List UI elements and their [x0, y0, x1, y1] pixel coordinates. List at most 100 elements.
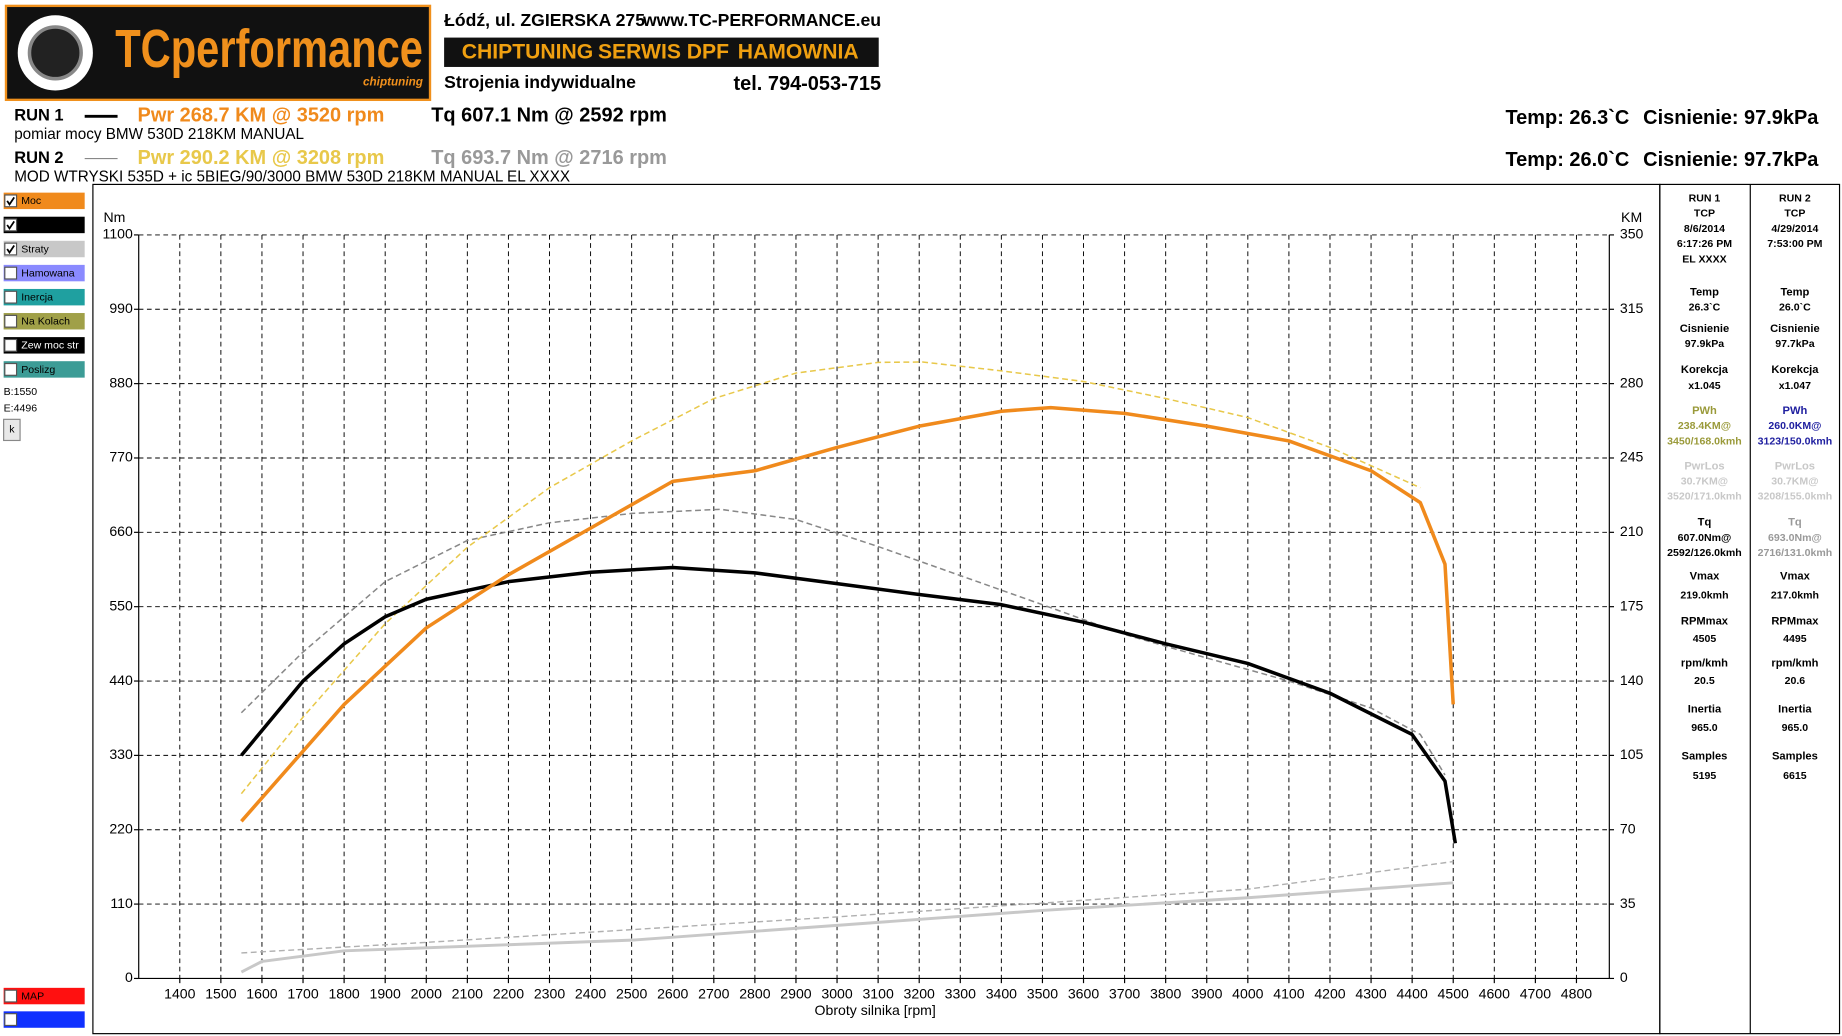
- y-tick-label: 880: [109, 374, 133, 390]
- checkbox[interactable]: [4, 218, 18, 232]
- logo-text: TCperformance: [115, 19, 423, 79]
- y2-tick-label: 210: [1620, 523, 1644, 539]
- x-tick-label: 2200: [493, 986, 524, 1002]
- y-tick-label: 660: [109, 523, 133, 539]
- check-mark: [6, 220, 15, 231]
- info-value: 3208/155.0kmh: [1758, 491, 1833, 503]
- run-desc: MOD WTRYSKI 535D + ic 5BIEG/90/3000 BMW …: [14, 168, 570, 185]
- info-value: 3450/168.0kmh: [1667, 435, 1742, 447]
- info-header: EL XXXX: [1682, 253, 1726, 265]
- check-swatch[interactable]: [3, 313, 85, 330]
- x-tick-label: 4100: [1273, 986, 1304, 1002]
- y2-tick-label: 0: [1620, 969, 1628, 985]
- run-power: Pwr 268.7 KM @ 3520 rpm: [138, 105, 385, 127]
- x-tick-label: 2700: [698, 986, 729, 1002]
- x-tick-label: 4400: [1396, 986, 1427, 1002]
- x-tick-label: 3900: [1191, 986, 1222, 1002]
- x-tick-label: 3400: [986, 986, 1017, 1002]
- check-swatch[interactable]: [3, 216, 85, 234]
- x-tick-label: 2500: [616, 986, 647, 1002]
- info-value: 4495: [1783, 633, 1807, 645]
- x-tick-label: 2300: [534, 986, 565, 1002]
- x-tick-label: 1700: [287, 986, 318, 1002]
- info-label: Samples: [1682, 750, 1728, 762]
- x-tick-label: 3800: [1150, 986, 1181, 1002]
- checkbox[interactable]: [4, 362, 18, 376]
- info-value: 219.0kmh: [1680, 589, 1728, 601]
- checkbox[interactable]: [4, 266, 18, 280]
- info-label: rpm/kmh: [1771, 658, 1818, 670]
- info-value: 217.0kmh: [1771, 589, 1819, 601]
- button-label: k: [9, 424, 15, 436]
- check-swatch[interactable]: [3, 1011, 85, 1028]
- logo-sub: chiptuning: [363, 75, 423, 88]
- info-value: 260.0KM@: [1768, 420, 1821, 432]
- y2-tick-label: 175: [1620, 597, 1644, 613]
- checkbox[interactable]: [4, 242, 18, 256]
- info-label: Korekcja: [1771, 364, 1819, 376]
- banner-item: HAMOWNIA: [738, 40, 859, 63]
- address: Łódź, ul. ZGIERSKA 275: [444, 10, 645, 30]
- phone: tel. 794-053-715: [734, 73, 882, 95]
- y-tick-label: 1100: [103, 226, 133, 242]
- info-value: 693.0Nm@: [1768, 532, 1822, 544]
- website: www.TC-PERFORMANCE.eu: [642, 10, 881, 30]
- y-tick-label: 440: [109, 672, 133, 688]
- run-temp: Temp: 26.3`C: [1505, 107, 1629, 129]
- checkbox[interactable]: [4, 989, 18, 1003]
- x-tick-label: 3700: [1109, 986, 1140, 1002]
- y-tick-label: 220: [109, 820, 133, 836]
- check-swatch[interactable]: [3, 361, 85, 378]
- checkbox[interactable]: [4, 1013, 18, 1027]
- check-label: Hamowana: [21, 267, 75, 279]
- check-swatch[interactable]: [3, 337, 85, 354]
- button[interactable]: [3, 418, 21, 442]
- check-swatch[interactable]: [3, 240, 85, 258]
- y2-tick-label: 245: [1620, 449, 1644, 465]
- info-value: 5195: [1693, 770, 1717, 782]
- y2-tick-label: 280: [1620, 374, 1644, 390]
- run-label: RUN 2: [14, 149, 63, 167]
- x-tick-label: 2100: [452, 986, 483, 1002]
- info-label: Cisnienie: [1680, 323, 1730, 335]
- x-tick-label: 4600: [1479, 986, 1510, 1002]
- info-value: 20.5: [1694, 675, 1715, 687]
- x-tick-label: 3600: [1068, 986, 1099, 1002]
- check-swatch[interactable]: [3, 987, 85, 1005]
- x-tick-label: 2400: [575, 986, 606, 1002]
- info-value: 30.7KM@: [1771, 475, 1818, 487]
- y2-tick-label: 70: [1620, 820, 1636, 836]
- x-tick-label: 3000: [821, 986, 852, 1002]
- info-label: Tq: [1698, 517, 1712, 529]
- x-tick-label: 3500: [1027, 986, 1058, 1002]
- info-header: 7:53:00 PM: [1767, 238, 1822, 250]
- check-swatch[interactable]: [3, 264, 85, 282]
- checkbox[interactable]: [4, 194, 18, 208]
- check-swatch[interactable]: [3, 192, 85, 210]
- tagline: Strojenia indywidualne: [444, 72, 636, 92]
- info-label: Tq: [1788, 517, 1802, 529]
- check-swatch[interactable]: [3, 288, 85, 306]
- info-label: Temp: [1780, 286, 1809, 298]
- checkbox[interactable]: [4, 314, 18, 328]
- info-label: Cisnienie: [1770, 323, 1820, 335]
- series-line: [240, 361, 1421, 795]
- info-label: RPMmax: [1771, 615, 1819, 627]
- info-label: RPMmax: [1681, 615, 1729, 627]
- series-line: [240, 405, 1455, 823]
- x-tick-label: 1600: [246, 986, 277, 1002]
- y-tick-label: 110: [110, 895, 133, 911]
- x-tick-label: 2900: [780, 986, 811, 1002]
- run-label: RUN 1: [14, 107, 63, 125]
- info-label: Vmax: [1780, 571, 1811, 583]
- x-tick-label: 4300: [1355, 986, 1386, 1002]
- run-torque: Tq 693.7 Nm @ 2716 rpm: [431, 147, 667, 169]
- info-value: 4505: [1693, 633, 1717, 645]
- info-header: 8/6/2014: [1684, 223, 1725, 235]
- checkbox[interactable]: [4, 290, 18, 304]
- y-tick-label: 990: [109, 300, 133, 316]
- run-pressure: Cisnienie: 97.7kPa: [1643, 149, 1819, 171]
- checkbox[interactable]: [4, 338, 18, 352]
- chart-frame: [92, 183, 1661, 1035]
